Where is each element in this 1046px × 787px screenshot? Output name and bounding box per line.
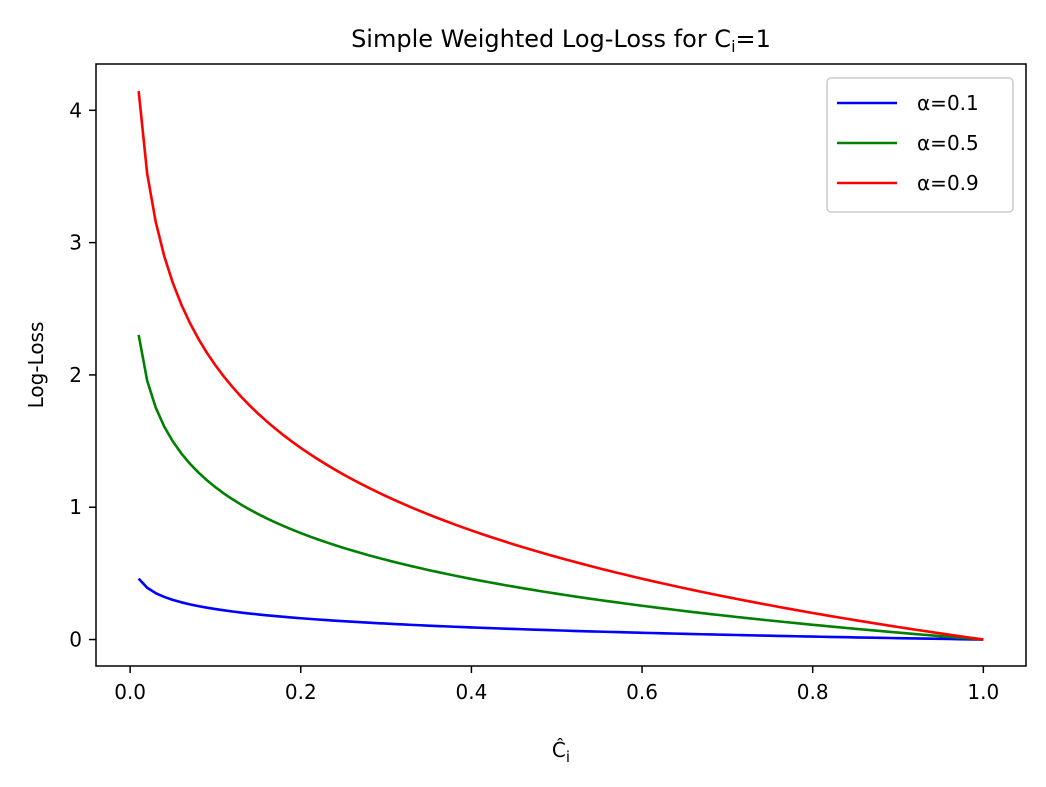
plot-frame [95,63,1027,667]
y-tick-label: 4 [69,98,82,122]
x-axis-label: Ĉi [552,738,570,766]
x-axis: 0.0 0.2 0.4 0.6 0.8 1.0 [114,666,999,704]
legend-label-0: α=0.1 [917,91,979,115]
series-group [137,91,984,641]
x-tick-label: 0.2 [285,680,317,704]
series-line-2 [137,91,984,641]
y-tick-label: 2 [69,363,82,387]
x-tick-label: 0.8 [797,680,829,704]
x-tick-label: 0.0 [114,680,146,704]
series-line-0 [137,577,984,641]
x-tick-label: 1.0 [967,680,999,704]
chart-title: Simple Weighted Log-Loss for Ci=1 [351,25,771,56]
legend-box [826,77,1014,213]
x-tick-label: 0.4 [456,680,488,704]
series-line-1 [137,334,984,641]
legend-label-1: α=0.5 [917,131,979,155]
legend-label-2: α=0.9 [917,171,979,195]
y-axis: 0 1 2 3 4 [69,98,96,652]
y-tick-label: 1 [69,495,82,519]
y-tick-label: 0 [69,628,82,652]
legend: α=0.1 α=0.5 α=0.9 [826,77,1014,213]
y-tick-label: 3 [69,231,82,255]
y-axis-label: Log-Loss [24,322,48,409]
x-tick-label: 0.6 [626,680,658,704]
